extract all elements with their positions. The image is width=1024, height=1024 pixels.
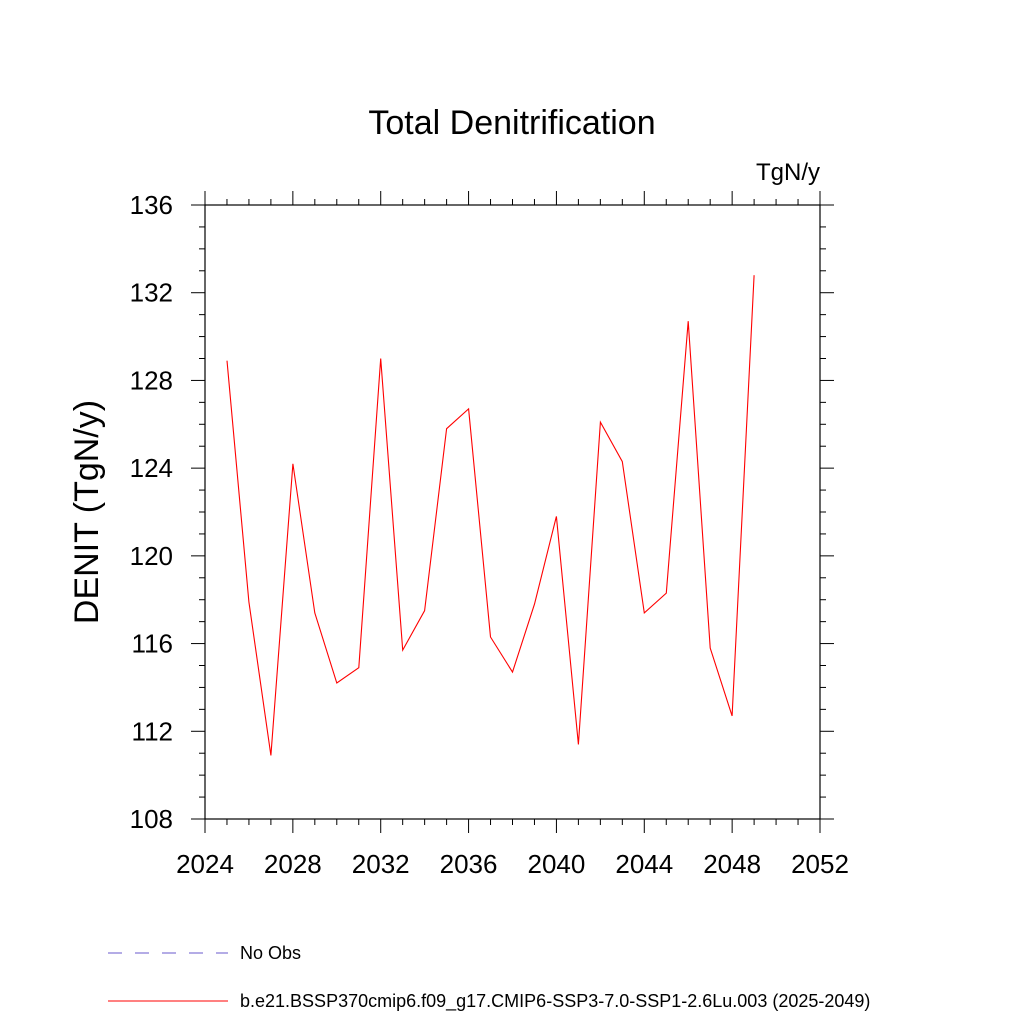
legend-label-0: No Obs	[240, 943, 301, 963]
x-tick-label: 2048	[703, 849, 761, 879]
y-tick-label: 128	[130, 365, 173, 395]
y-tick-label: 112	[132, 716, 173, 746]
y-tick-label: 136	[130, 190, 173, 220]
x-tick-label: 2040	[528, 849, 586, 879]
y-axis-label: DENIT (TgN/y)	[68, 400, 106, 624]
legend: No Obs b.e21.BSSP370cmip6.f09_g17.CMIP6-S…	[108, 943, 870, 1012]
y-tick-label: 116	[132, 629, 173, 659]
plot-frame	[204, 204, 821, 820]
x-tick-label: 2052	[791, 849, 849, 879]
series-line-0	[226, 275, 755, 756]
axis-ticks: 2024 2028 2032 2036 2040 2044 2048 2052 108 112 11…	[130, 190, 849, 879]
units-label: TgN/y	[756, 159, 820, 186]
y-tick-label: 108	[130, 804, 173, 834]
x-tick-label: 2032	[352, 849, 410, 879]
x-tick-label: 2044	[615, 849, 673, 879]
series-group	[226, 275, 755, 756]
x-tick-label: 2024	[176, 849, 234, 879]
legend-label-1: b.e21.BSSP370cmip6.f09_g17.CMIP6-SSP3-7.…	[240, 991, 870, 1012]
x-tick-label: 2036	[440, 849, 498, 879]
chart-title: Total Denitrification	[368, 104, 655, 142]
x-tick-label: 2028	[264, 849, 322, 879]
y-tick-label: 132	[130, 278, 173, 308]
y-tick-label: 124	[130, 453, 173, 483]
y-tick-label: 120	[130, 541, 173, 571]
